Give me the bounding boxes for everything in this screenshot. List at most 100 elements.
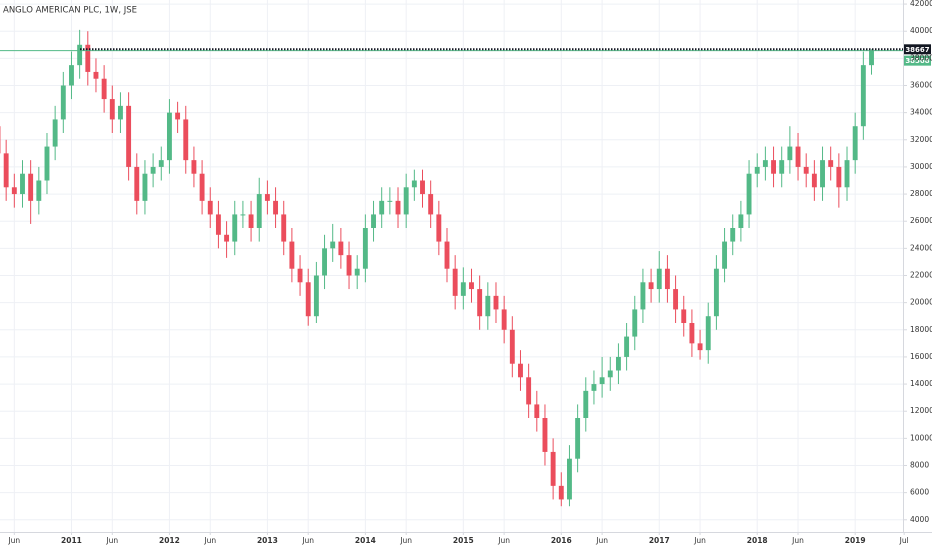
candle-body <box>509 329 515 364</box>
candle-body <box>289 241 295 269</box>
x-tick-label: Jun <box>791 536 804 545</box>
candle-body <box>69 65 74 86</box>
candle-body <box>787 146 793 161</box>
candle-body <box>713 268 719 317</box>
candle-body <box>567 458 572 500</box>
x-tick-label: 2012 <box>159 536 180 545</box>
y-tick-label: 14000 <box>910 379 932 388</box>
candle-body <box>240 214 246 216</box>
candle-body <box>338 241 344 256</box>
candle-body <box>395 200 401 215</box>
x-tick-label: Jun <box>399 536 412 545</box>
x-tick-label: 2017 <box>649 536 670 545</box>
x-tick-label: 2018 <box>747 536 768 545</box>
candle-body <box>493 295 499 310</box>
candle-body <box>379 200 385 215</box>
candle-body <box>689 323 695 344</box>
candle-body <box>779 160 785 174</box>
candle-body <box>632 309 638 337</box>
candle-body <box>420 180 425 195</box>
candle-body <box>550 451 556 486</box>
x-tick-label: 2011 <box>61 536 82 545</box>
y-tick-label: 20000 <box>910 298 932 307</box>
candle-body <box>109 99 115 120</box>
candle-body <box>583 390 589 418</box>
candle-body <box>36 180 42 201</box>
candle-body <box>705 316 711 351</box>
x-tick-label: 2014 <box>355 536 376 545</box>
candle-body <box>322 248 327 276</box>
y-tick-label: 36000 <box>910 81 932 90</box>
y-tick-label: 28000 <box>910 189 932 198</box>
x-tick-label: Jul <box>899 536 909 545</box>
y-tick-label: 40000 <box>910 26 932 35</box>
candle-body <box>158 160 164 167</box>
candle-body <box>215 214 221 235</box>
candle-body <box>118 105 123 120</box>
candle-body <box>428 194 434 215</box>
x-tick-label: Jun <box>7 536 20 545</box>
y-tick-label: 32000 <box>910 135 932 144</box>
candle-body <box>681 309 687 323</box>
candle-body <box>738 214 744 228</box>
candle-body <box>762 160 768 167</box>
y-tick-label: 16000 <box>910 352 932 361</box>
candle-body <box>346 255 352 276</box>
x-tick-label: Jun <box>203 536 216 545</box>
candle-body <box>93 71 99 79</box>
candle-body <box>844 160 850 188</box>
candle-body <box>403 187 409 215</box>
candle-body <box>273 200 279 215</box>
grid <box>0 0 907 535</box>
y-tick-label: 18000 <box>910 325 932 334</box>
candle-body <box>150 166 156 174</box>
y-tick-label: 30000 <box>910 162 932 171</box>
y-tick-label: 8000 <box>910 461 929 470</box>
candle-body <box>615 356 621 371</box>
candle-body <box>869 50 874 66</box>
candle-body <box>852 126 858 161</box>
candle-body <box>469 282 474 290</box>
candle-body <box>648 282 654 290</box>
x-tick-label: 2016 <box>551 536 572 545</box>
candle-body <box>232 214 238 242</box>
candle-body <box>771 160 776 174</box>
candle-body <box>126 105 132 167</box>
candle-body <box>101 78 107 100</box>
candle-body <box>411 180 417 188</box>
candle-body <box>248 214 254 228</box>
y-tick-label: 34000 <box>910 108 932 117</box>
overlay: 38667 38568 <box>0 44 931 66</box>
candle-body <box>803 166 809 174</box>
candle-body <box>501 309 507 330</box>
candle-body <box>558 485 564 500</box>
last-price-label: 38568 <box>905 57 929 65</box>
candle-body <box>591 384 597 391</box>
candle-body <box>256 194 262 228</box>
candle-body <box>371 214 376 228</box>
candle-body <box>313 275 319 317</box>
y-tick-label: 12000 <box>910 406 932 415</box>
y-tick-label: 24000 <box>910 243 932 252</box>
y-tick-label: 22000 <box>910 271 932 280</box>
candle-body <box>518 363 523 378</box>
candle-body <box>297 268 303 283</box>
candle-body <box>166 112 172 161</box>
candle-body <box>460 282 466 296</box>
candle-body <box>485 295 491 317</box>
y-tick-label: 38000 <box>910 53 932 62</box>
candle-body <box>44 146 50 181</box>
candle-body <box>722 241 728 269</box>
candle-body <box>52 119 58 147</box>
y-tick-label: 10000 <box>910 433 932 442</box>
candle-body <box>199 173 205 201</box>
candle-body <box>820 160 825 188</box>
candle-body <box>142 173 148 201</box>
x-tick-label: 2019 <box>845 536 866 545</box>
candle-body <box>224 234 230 242</box>
candle-body <box>673 289 679 310</box>
candle-body <box>664 268 670 290</box>
high-line-label-bg <box>904 44 931 55</box>
candle-body <box>436 214 442 242</box>
high-line-label: 38667 <box>905 46 929 54</box>
